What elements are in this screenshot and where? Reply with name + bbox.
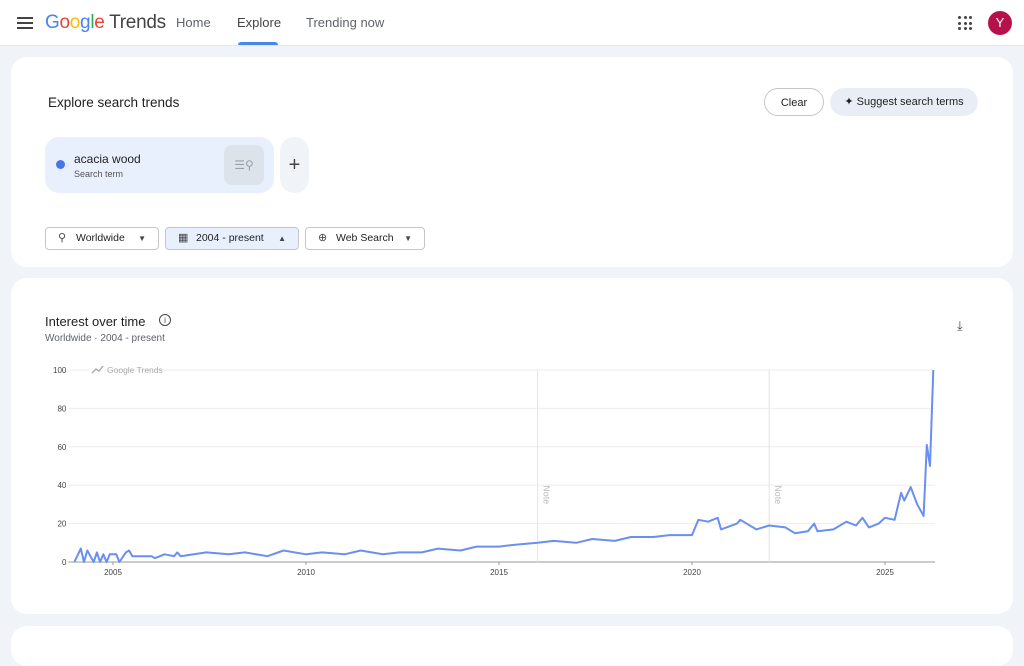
suggest-search-terms-button[interactable]: ✦ Suggest search terms [830, 88, 978, 116]
search-term-chip[interactable]: acacia wood Search term ☰⚲ [45, 137, 274, 193]
download-icon[interactable]: ⤓ [957, 318, 963, 333]
explore-card: Explore search trends Clear ✦ Suggest se… [11, 57, 1013, 267]
nav-trending-now[interactable]: Trending now [306, 15, 385, 30]
chevron-up-icon: ▲ [278, 234, 286, 243]
nav-explore[interactable]: Explore [237, 15, 282, 30]
globe-icon: ⊕ [318, 232, 328, 244]
active-tab-indicator [238, 42, 278, 45]
explore-title: Explore search trends [48, 95, 180, 110]
x-tick-label: 2005 [104, 568, 122, 577]
y-tick-label: 80 [57, 404, 66, 413]
chevron-down-icon: ▼ [138, 234, 146, 243]
chart-title: Interest over time [45, 314, 146, 329]
avatar[interactable]: Y [988, 11, 1012, 35]
property-filter[interactable]: ⊕ Web Search ▼ [305, 227, 425, 250]
watermark: Google Trends [107, 365, 163, 375]
chevron-down-icon: ▼ [404, 234, 412, 243]
line-chart[interactable]: 0 20 40 60 80 100 Google Trends 2005 2010 2015 202… [11, 278, 1013, 614]
x-tick-label: 2015 [490, 568, 508, 577]
term-color-dot [56, 160, 65, 169]
y-tick-label: 40 [57, 481, 66, 490]
note-label: Note [542, 485, 552, 504]
y-tick-label: 100 [53, 366, 67, 375]
top-bar: Google Trends Home Explore Trending now … [0, 0, 1024, 46]
info-icon[interactable]: i [159, 314, 171, 326]
next-card [11, 626, 1013, 666]
location-pin-icon: ⚲ [58, 232, 67, 244]
calendar-icon: ▦ [178, 232, 189, 244]
menu-icon[interactable] [17, 14, 33, 32]
term-type: Search term [74, 169, 124, 179]
y-tick-label: 60 [57, 443, 66, 452]
x-tick-label: 2025 [876, 568, 894, 577]
add-term-button[interactable]: + [280, 137, 309, 193]
x-tick-label: 2020 [683, 568, 701, 577]
clear-button[interactable]: Clear [764, 88, 824, 116]
apps-icon[interactable] [958, 16, 972, 30]
nav-home[interactable]: Home [176, 15, 211, 30]
trend-icon [91, 365, 104, 374]
interest-over-time-card: Interest over time i Worldwide · 2004 - … [11, 278, 1013, 614]
chart-subtitle: Worldwide · 2004 - present [45, 333, 165, 344]
sparkle-icon: ✦ [844, 96, 857, 108]
term-name: acacia wood [74, 152, 141, 166]
search-list-icon[interactable]: ☰⚲ [224, 145, 264, 185]
y-tick-label: 0 [62, 558, 67, 567]
time-filter[interactable]: ▦ 2004 - present ▲ [165, 227, 299, 250]
y-tick-label: 20 [57, 520, 66, 529]
location-filter[interactable]: ⚲ Worldwide ▼ [45, 227, 159, 250]
note-label: Note [773, 485, 783, 504]
google-trends-logo[interactable]: Google Trends [45, 12, 166, 33]
x-tick-label: 2010 [297, 568, 315, 577]
series-line [73, 369, 935, 563]
